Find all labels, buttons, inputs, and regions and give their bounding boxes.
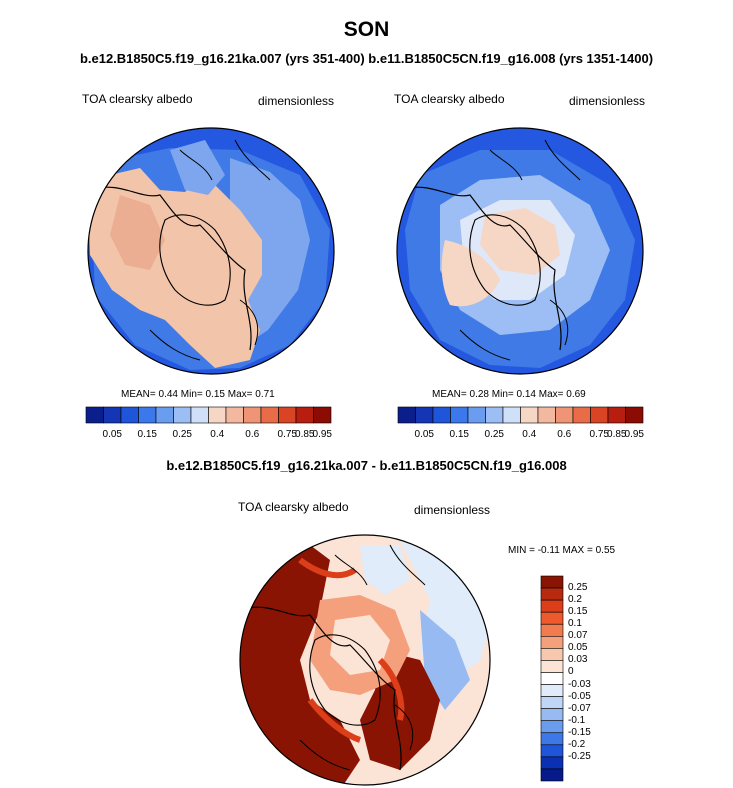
panel2-colorbar-label: 0.05 [414,429,434,440]
panel3-colorbar-swatch [540,599,564,613]
panel3-map-border [239,534,491,786]
panel3-units-label: dimensionless [414,503,491,517]
panel3-colorbar-label: -0.03 [568,678,591,690]
panel2-stats: MEAN= 0.28 Min= 0.14 Max= 0.69 [432,389,586,400]
panel3-colorbar-labels: 0.25 0.2 0.15 0.1 0.07 0.05 0.03 0 -0.03 -0.05 -0.… [568,576,608,781]
panel3-colorbar-swatch [540,768,564,782]
panel3-colorbar-swatch [540,756,564,770]
panel1-colorbar [85,406,332,424]
panel1-mean-label: MEAN= [121,389,156,400]
panel3-colorbar-swatch [540,635,564,649]
panel1-colorbar-labels: 0.05 0.15 0.25 0.4 0.6 0.75 0.85 0.95 [86,429,332,443]
panel3-coastline-a [240,606,402,771]
panel3-colorbar-label: 0.05 [568,642,588,654]
panel1-map-border [87,127,335,375]
panel3-colorbar-swatch [540,720,564,734]
panel1-colorbar-label: 0.25 [172,429,192,440]
panel1-peak-albedo [110,195,165,270]
panel2-max-value: 0.69 [566,389,586,400]
panel2-min-label: Min= [491,389,514,400]
panel2-max-label: Max= [538,389,564,400]
panel3-colorbar-swatch [540,611,564,625]
panel2-min-value: 0.14 [516,389,536,400]
panel1-colorbar-label: 0.85 [295,429,315,440]
panel3-colorbar-label: 0.1 [568,618,582,630]
panel3-colorbar-swatch [540,672,564,685]
panel3-colorbar-label: -0.15 [568,726,591,738]
panel1-coastline-c [149,139,271,361]
panel2-colorbar-label: 0.25 [484,429,504,440]
panel2-colorbar-label: 0.95 [624,429,644,440]
difference-title: b.e12.B1850C5.f19_g16.21ka.007 - b.e11.B… [166,458,567,473]
panel1-variable-label: TOA clearsky albedo [82,92,193,106]
panel2-coastline-c [459,139,581,361]
panel3-colorbar-label: 0.07 [568,630,588,642]
panel1-colorbar-label: 0.75 [277,429,297,440]
panel3-colorbar-label: 0.03 [568,654,588,666]
panel2-coastline-b [469,214,541,306]
panel2-coastline-a [399,186,562,351]
panel2-colorbar-label: 0.15 [449,429,469,440]
panel3-variable-label: TOA clearsky albedo [238,500,349,514]
panel3-colorbar-swatch [540,575,564,589]
panel2-mean-label: MEAN= [432,389,467,400]
panel3-colorbar-label: 0.15 [568,606,588,618]
panel1-colorbar-label: 0.15 [137,429,157,440]
panel2-colorbar-label: 0.75 [589,429,609,440]
figure-title: SON [343,18,390,41]
panel3-colorbar-label: 0 [568,666,574,678]
panel3-colorbar [540,575,564,782]
panel1-max-label: Max= [227,389,253,400]
panel2-colorbar-label: 0.85 [607,429,627,440]
panel3-colorbar-swatch [540,744,564,758]
panel3-gradient-fringe [298,557,405,743]
panel3-colorbar-label: -0.2 [568,738,586,750]
panel2-colorbar-swatch [625,406,644,424]
panel3-colorbar-swatch [540,648,564,661]
panel3-colorbar-label: -0.05 [568,690,591,702]
panel3-max-increase-west [240,545,360,785]
panel2-mean-value: 0.28 [469,389,489,400]
panel1-colorbar-label: 0.05 [102,429,122,440]
panel2-colorbar-label: 0.4 [522,429,537,440]
panel1-min-value: 0.15 [205,389,225,400]
panel3-colorbar-label: -0.07 [568,702,591,714]
figure-subtitle: b.e12.B1850C5.f19_g16.21ka.007 (yrs 351-… [79,51,654,66]
panel2-map-border [396,127,644,375]
panel3-colorbar-label: 0.25 [568,582,588,594]
panel3-colorbar-swatch [540,660,564,673]
panel1-stats: MEAN= 0.44 Min= 0.15 Max= 0.71 [121,389,275,400]
panel1-max-value: 0.71 [255,389,275,400]
panel3-colorbar-label: -0.1 [568,714,586,726]
panel3-minmax: MIN = -0.11 MAX = 0.55 [508,545,616,556]
panel1-coastline-b [159,214,231,306]
panel1-units-label: dimensionless [258,94,335,108]
panel2-colorbar [397,406,644,424]
panel3-colorbar-swatch [540,623,564,637]
panel2-colorbar-label: 0.6 [557,429,572,440]
panel3-colorbar-swatch [540,732,564,746]
panel3-colorbar-swatch [540,708,564,722]
panel3-colorbar-label: -0.25 [568,750,591,762]
panel3-coastline-b [309,634,381,726]
panel1-colorbar-label: 0.95 [312,429,332,440]
panel3-colorbar-label: 0.2 [568,594,582,606]
panel3-colorbar-swatch [540,587,564,601]
panel1-mean-value: 0.44 [158,389,178,400]
panel1-colorbar-label: 0.6 [245,429,260,440]
panel1-colorbar-swatch [313,406,332,424]
panel1-colorbar-label: 0.4 [210,429,225,440]
panel3-coastline-c [299,544,426,771]
panel1-min-label: Min= [180,389,203,400]
panel2-variable-label: TOA clearsky albedo [394,92,505,106]
panel1-coastline-a [89,186,252,351]
panel2-colorbar-labels: 0.05 0.15 0.25 0.4 0.6 0.75 0.85 0.95 [398,429,644,443]
panel2-units-label: dimensionless [569,94,646,108]
panel3-colorbar-swatch [540,684,564,697]
panel3-colorbar-swatch [540,696,564,709]
